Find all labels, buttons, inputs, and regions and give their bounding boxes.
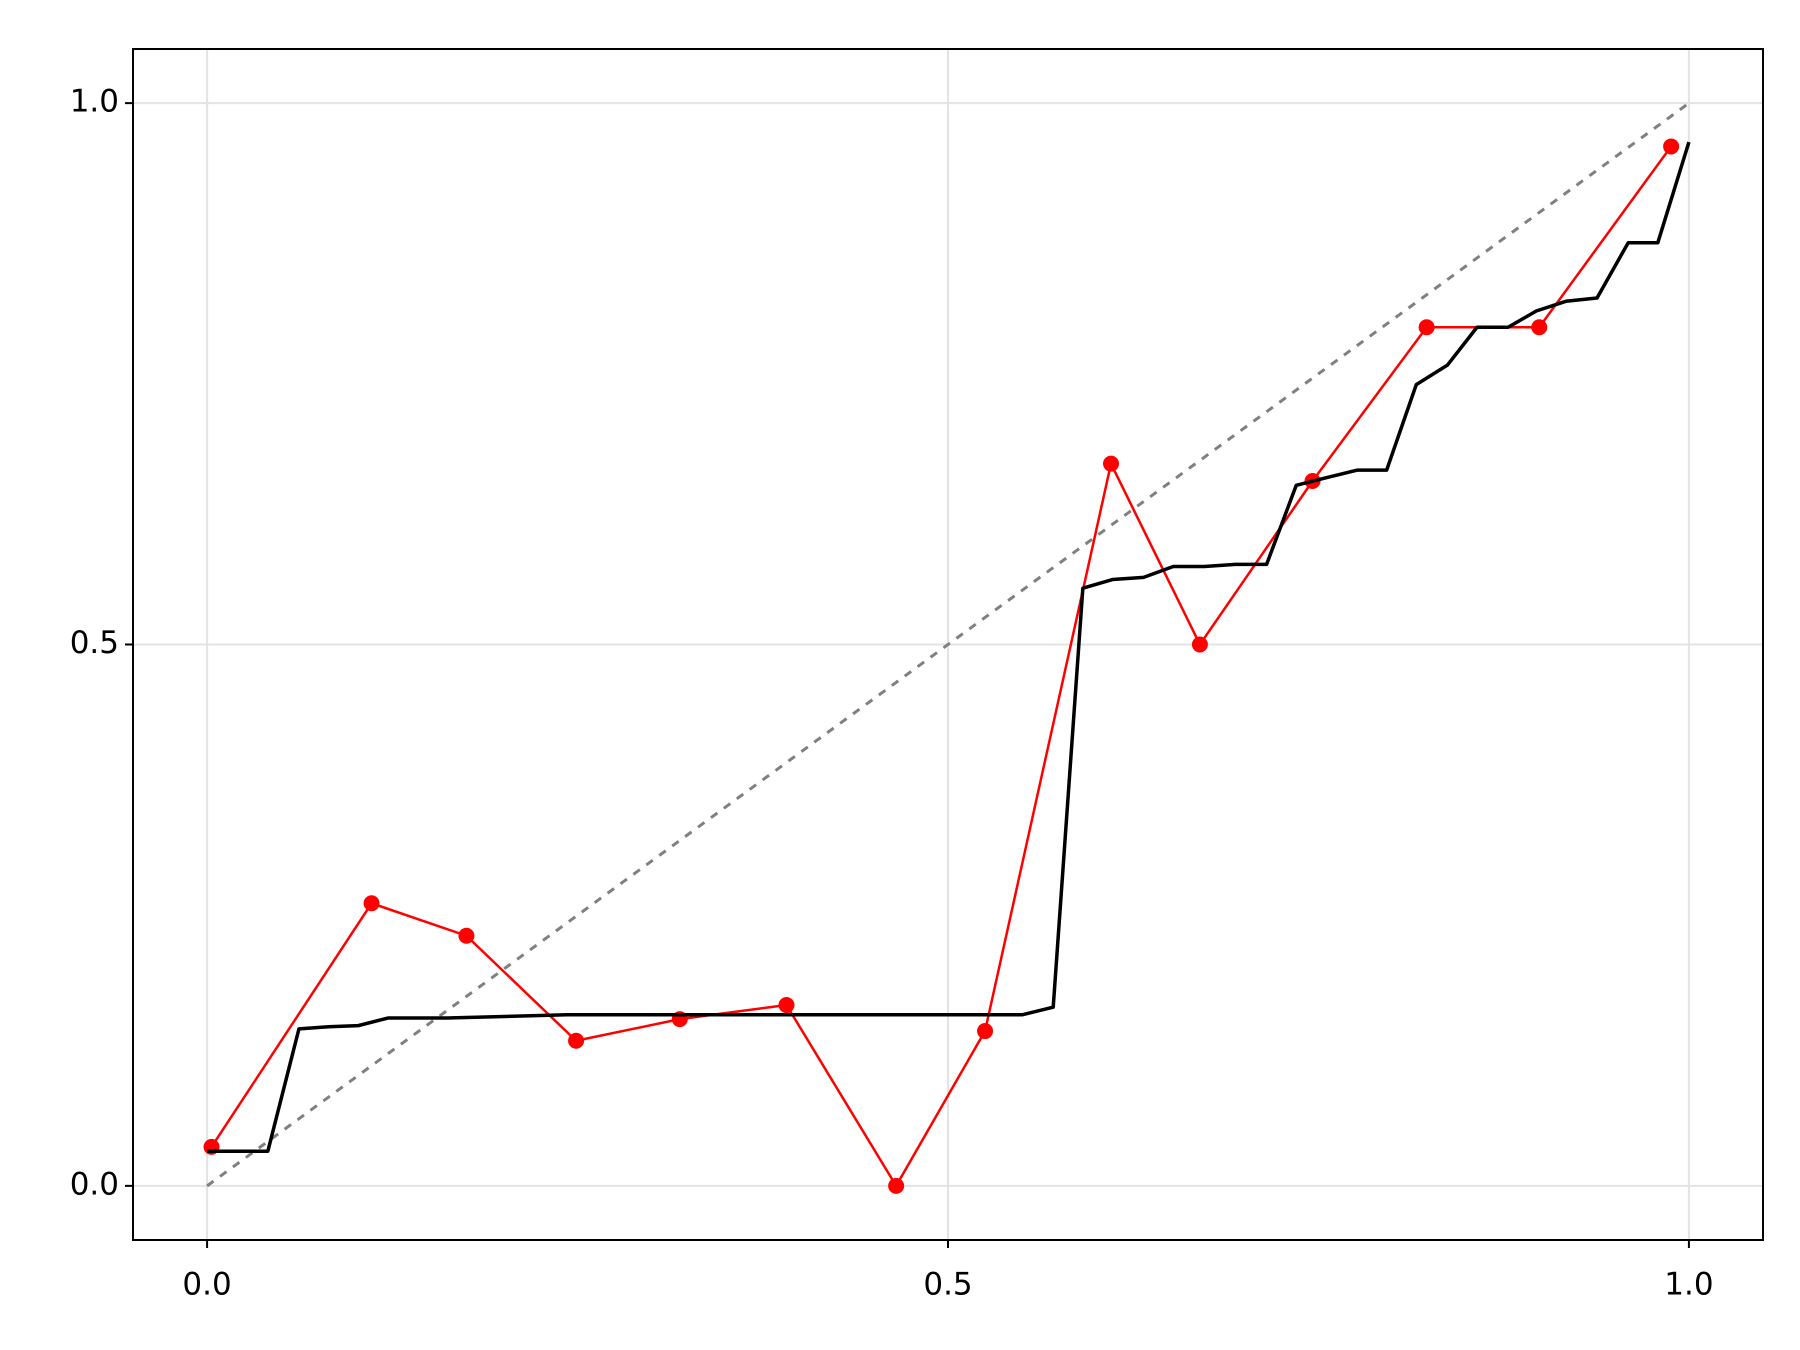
point [778, 997, 795, 1014]
point [1191, 636, 1208, 653]
plot-frame [132, 48, 1764, 1241]
x-tick-label: 0.0 [182, 1267, 231, 1303]
series-line [206, 101, 1690, 1188]
point [1663, 138, 1680, 155]
point [568, 1032, 585, 1049]
y-tick-label: 0.0 [70, 1166, 119, 1202]
point [1531, 319, 1548, 336]
series-line [210, 145, 1673, 1188]
y-tick-label: 1.0 [70, 84, 119, 120]
series-line [207, 141, 1691, 1153]
point [363, 895, 380, 912]
x-tick-label: 1.0 [1664, 1267, 1713, 1303]
x-tick-label: 0.5 [923, 1267, 972, 1303]
y-tick-label: 0.5 [70, 625, 119, 661]
point [1418, 319, 1435, 336]
point [458, 927, 475, 944]
point [1103, 455, 1119, 472]
point [888, 1177, 905, 1194]
point [977, 1023, 994, 1040]
